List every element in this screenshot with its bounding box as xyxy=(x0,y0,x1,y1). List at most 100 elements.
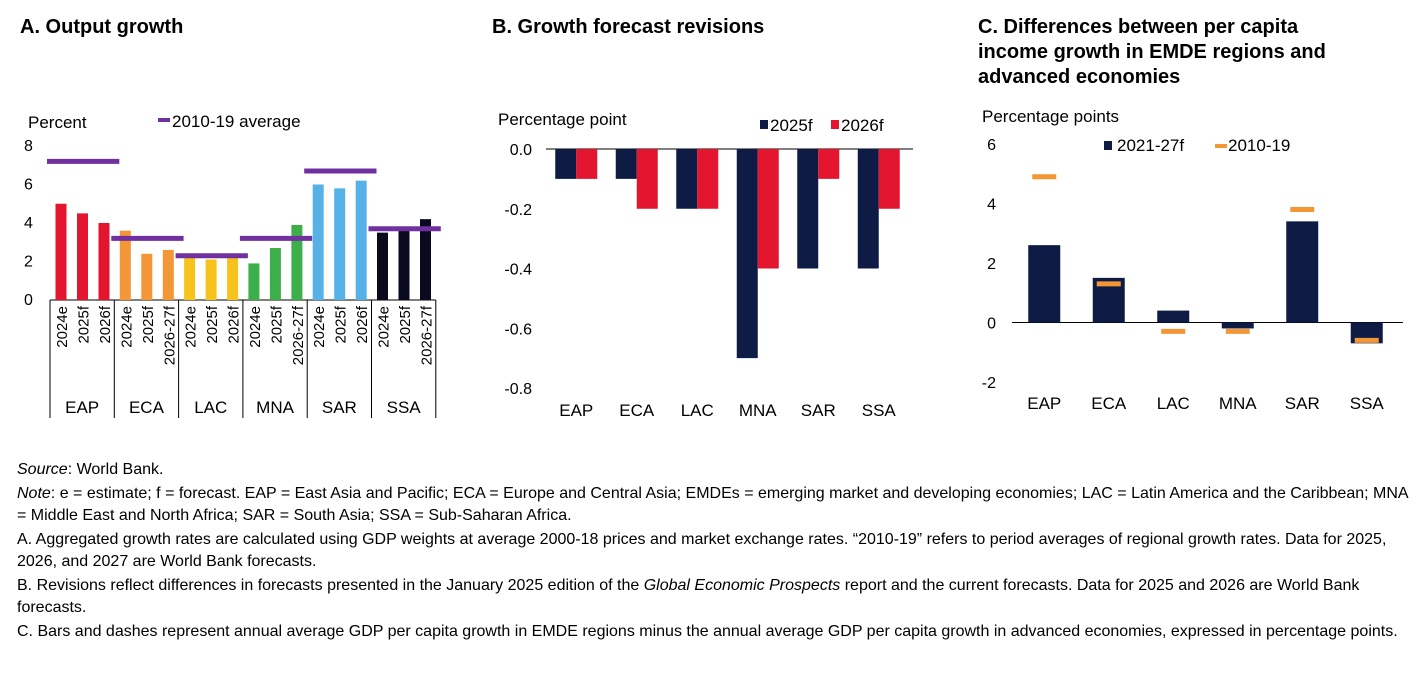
chart-b-ytick-0-0: 0.0 xyxy=(510,142,532,159)
chart-a-tick-label-mna-2025f: 2025f xyxy=(268,305,285,343)
chart-b-bar-eap-2026f xyxy=(576,149,598,179)
chart-a-tick-label-lac-2025f: 2025f xyxy=(204,305,221,343)
chart-b-bar-lac-2026f xyxy=(697,149,719,209)
chart-c-bar-sar xyxy=(1286,221,1319,323)
source-text: : World Bank. xyxy=(67,461,164,478)
chart-a-bar-lac-2026f xyxy=(227,253,239,300)
chart-b-bar-sar-2026f xyxy=(818,149,840,179)
panel-c-title-line-2: income growth in EMDE regions and xyxy=(978,41,1326,63)
chart-c-bar-lac xyxy=(1157,310,1190,323)
chart-a-ylabel: Percent xyxy=(28,113,87,132)
chart-a-ytick-0: 0 xyxy=(24,292,33,309)
chart-c-bar-mna xyxy=(1221,322,1254,329)
chart-b-category-label-sar: SAR xyxy=(801,401,836,420)
panel-b-note-post: report and the current forecasts. Data f… xyxy=(17,577,1360,616)
chart-a-bar-sar-2025f xyxy=(334,188,346,300)
note-label: Note xyxy=(17,485,51,502)
chart-c-category-label-sar: SAR xyxy=(1285,394,1320,413)
chart-c-category-label-ssa: SSA xyxy=(1350,394,1385,413)
chart-b-ylabel: Percentage point xyxy=(498,110,627,129)
chart-a-bar-sar-2024e xyxy=(312,184,324,300)
chart-a-ytick-4: 4 xyxy=(24,215,33,232)
chart-b-category-label-ssa: SSA xyxy=(862,401,897,420)
chart-a-tick-label-ssa-2026-27f: 2026-27f xyxy=(419,305,436,365)
panel-b-title: B. Growth forecast revisions xyxy=(492,16,765,38)
source-label: Source xyxy=(17,461,68,478)
chart-a-tick-label-sar-2024e: 2024e xyxy=(311,306,328,348)
chart-b-bar-mna-2026f xyxy=(757,149,779,269)
chart-a-bar-eap-2025f xyxy=(77,213,88,300)
chart-b-legend-label-2026f: 2026f xyxy=(841,116,884,135)
chart-a-bar-mna-2024e xyxy=(248,263,260,300)
chart-a-bar-ssa-2026-27f xyxy=(420,219,431,300)
chart-b-bar-mna-2025f xyxy=(736,149,758,359)
chart-a-tick-label-lac-2024e: 2024e xyxy=(183,306,200,348)
source-note: Source: World Bank. xyxy=(17,459,1412,481)
chart-c-category-label-eap: EAP xyxy=(1027,394,1061,413)
panel-b-note: B. Revisions reflect differences in fore… xyxy=(17,575,1412,619)
chart-a-bar-lac-2025f xyxy=(205,259,217,300)
chart-a-bar-lac-2024e xyxy=(184,257,196,300)
chart-a-region-label-sar: SAR xyxy=(322,398,357,417)
chart-a-region-label-ssa: SSA xyxy=(387,398,422,417)
chart-c-category-label-lac: LAC xyxy=(1157,394,1190,413)
chart-b-bar-eca-2026f xyxy=(636,149,658,209)
chart-a-tick-label-mna-2026-27f: 2026-27f xyxy=(290,305,307,365)
panel-c-note: C. Bars and dashes represent annual aver… xyxy=(17,623,1398,640)
chart-a-bar-mna-2026-27f xyxy=(291,224,303,300)
chart-c-per-capita-differences: Percentage points 6 4 2 0 -2 2021-27f 2010-19 EA… xyxy=(982,107,1403,413)
chart-a-tick-label-ssa-2025f: 2025f xyxy=(397,305,414,343)
chart-c-ytick--2: -2 xyxy=(982,375,996,392)
chart-b-forecast-revisions: Percentage point 0.0 -0.2 -0.4 -0.6 -0.8 2025f… xyxy=(498,110,913,420)
chart-a-ytick-8: 8 xyxy=(24,138,33,155)
chart-a-bar-eca-2024e xyxy=(119,230,131,300)
panel-c-title: C. Differences between per capita income… xyxy=(978,15,1398,90)
chart-b-category-label-eca: ECA xyxy=(619,401,655,420)
chart-b-legend-marker-2026f xyxy=(831,120,839,129)
chart-a-tick-label-eap-2026f: 2026f xyxy=(97,305,114,343)
chart-c-category-label-mna: MNA xyxy=(1219,394,1257,413)
panel-b-note-pre: B. Revisions reflect differences in fore… xyxy=(17,577,644,594)
chart-b-bar-eca-2025f xyxy=(615,149,637,179)
chart-a-region-label-eca: ECA xyxy=(129,398,165,417)
panel-a-title: A. Output growth xyxy=(20,16,184,38)
chart-a-tick-label-eca-2026-27f: 2026-27f xyxy=(161,305,178,365)
chart-b-category-label-lac: LAC xyxy=(681,401,714,420)
chart-a-tick-label-mna-2024e: 2024e xyxy=(247,306,264,348)
chart-a-tick-label-sar-2026f: 2026f xyxy=(354,305,371,343)
panel-a-note: A. Aggregated growth rates are calculate… xyxy=(17,531,1387,570)
panel-c-title-line-3: advanced economies xyxy=(978,66,1181,88)
note-text: : e = estimate; f = forecast. EAP = East… xyxy=(17,485,1408,524)
figure-notes: Source: World Bank. Note: e = estimate; … xyxy=(17,459,1412,645)
chart-b-ytick--0-8: -0.8 xyxy=(504,381,532,398)
chart-b-ytick--0-2: -0.2 xyxy=(504,202,532,219)
chart-a-ytick-6: 6 xyxy=(24,177,33,194)
chart-b-category-label-eap: EAP xyxy=(559,401,593,420)
chart-b-legend-label-2025f: 2025f xyxy=(770,116,813,135)
chart-a-tick-label-lac-2026f: 2026f xyxy=(226,305,243,343)
chart-b-legend-marker-2025f xyxy=(760,120,768,129)
chart-a-tick-label-eca-2024e: 2024e xyxy=(118,306,135,348)
chart-c-ytick-2: 2 xyxy=(987,256,996,273)
chart-b-bar-sar-2025f xyxy=(797,149,819,269)
chart-c-ytick-4: 4 xyxy=(987,197,996,214)
chart-a-tick-label-eap-2024e: 2024e xyxy=(54,306,71,348)
chart-a-bar-ssa-2024e xyxy=(377,232,388,300)
chart-a-region-label-mna: MNA xyxy=(256,398,294,417)
chart-c-bar-eap xyxy=(1028,245,1061,323)
chart-c-ylabel: Percentage points xyxy=(982,107,1119,126)
chart-b-bar-eap-2025f xyxy=(555,149,577,179)
chart-a-tick-label-eap-2025f: 2025f xyxy=(76,305,93,343)
chart-a-bar-mna-2025f xyxy=(269,248,281,300)
chart-b-ytick--0-6: -0.6 xyxy=(504,321,532,338)
chart-c-ytick-0: 0 xyxy=(987,316,996,333)
chart-c-legend-label-2010-19: 2010-19 xyxy=(1228,136,1290,155)
chart-b-category-label-mna: MNA xyxy=(739,401,777,420)
chart-a-bar-sar-2026f xyxy=(355,180,367,300)
panel-c-title-line-1: C. Differences between per capita xyxy=(978,16,1299,38)
chart-a-region-label-eap: EAP xyxy=(65,398,99,417)
chart-c-ytick-6: 6 xyxy=(987,137,996,154)
chart-a-ytick-2: 2 xyxy=(24,254,33,271)
chart-c-legend-label-2021-27f: 2021-27f xyxy=(1117,136,1184,155)
